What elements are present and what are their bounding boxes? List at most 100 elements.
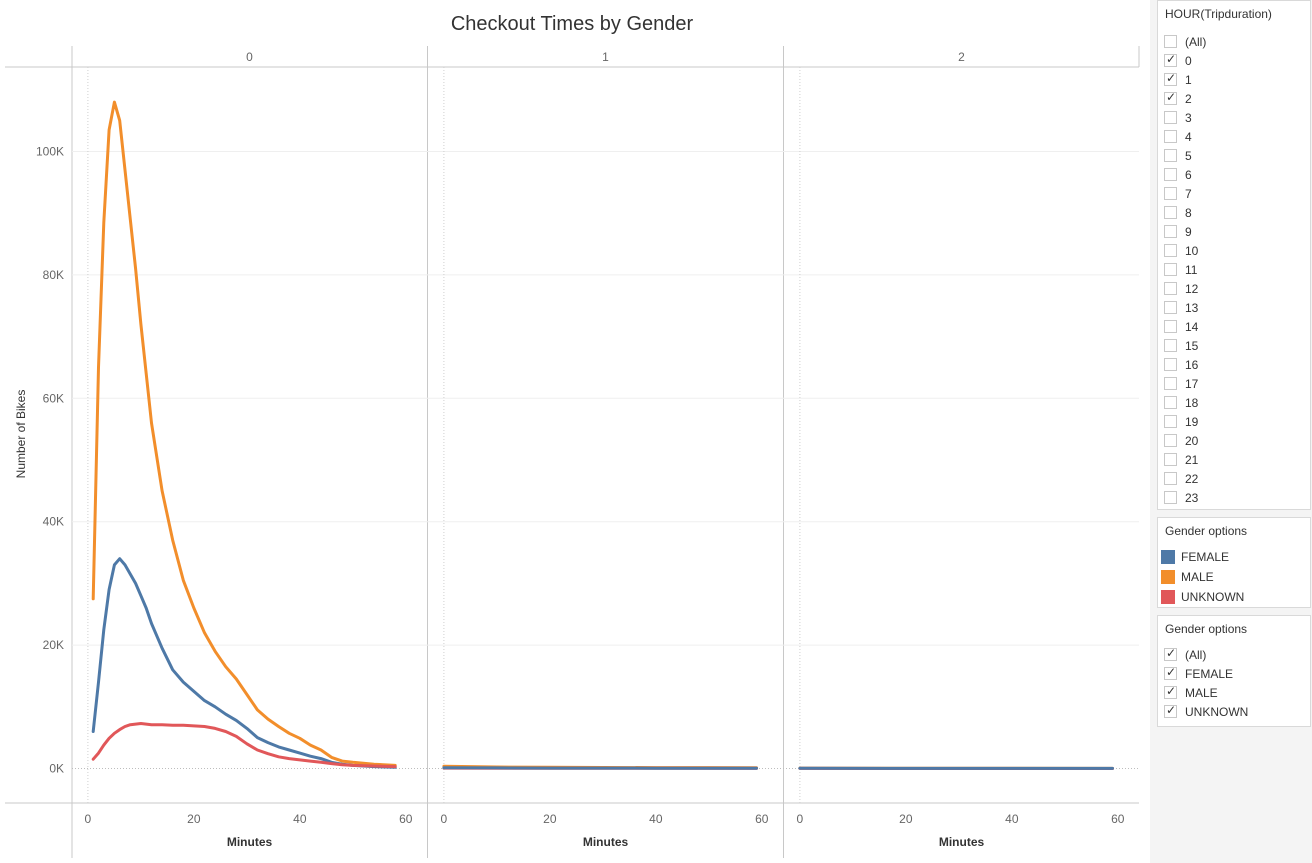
checkbox-unchecked[interactable] bbox=[1164, 415, 1177, 428]
hour-filter-option[interactable]: 0 bbox=[1158, 51, 1310, 70]
hour-filter-option[interactable]: 8 bbox=[1158, 203, 1310, 222]
hour-filter-option-label: 15 bbox=[1185, 338, 1199, 353]
series-line-female-panel-0[interactable] bbox=[91, 557, 397, 769]
hour-filter-option[interactable]: 15 bbox=[1158, 336, 1310, 355]
hour-filter-option[interactable]: 4 bbox=[1158, 127, 1310, 146]
hour-filter-option[interactable]: 11 bbox=[1158, 260, 1310, 279]
checkbox-checked[interactable] bbox=[1164, 703, 1177, 718]
hour-filter-option-label: 11 bbox=[1185, 262, 1198, 277]
hour-filter-option[interactable]: 1 bbox=[1158, 70, 1310, 89]
checkbox-checked[interactable] bbox=[1164, 665, 1177, 680]
checkbox-unchecked[interactable] bbox=[1164, 244, 1177, 257]
hour-filter-option[interactable]: 17 bbox=[1158, 374, 1310, 393]
hour-filter-option-label: (All) bbox=[1185, 34, 1207, 49]
hour-filter-option-label: 5 bbox=[1185, 148, 1192, 163]
legend-item[interactable]: FEMALE bbox=[1158, 547, 1310, 567]
x-tick-label: 20 bbox=[899, 812, 913, 826]
hour-filter-option[interactable]: 12 bbox=[1158, 279, 1310, 298]
gender-legend-card: Gender options FEMALE MALE UNKNOWN bbox=[1157, 517, 1311, 608]
x-axes: 0 20 40 60 Minutes 0 20 40 60 Minutes 0 20 40 60 Minut… bbox=[85, 812, 1125, 849]
hour-filter-option[interactable]: (All) bbox=[1158, 32, 1310, 51]
x-tick-label: 40 bbox=[649, 812, 663, 826]
legend-swatch bbox=[1161, 570, 1175, 584]
x-tick-label: 0 bbox=[797, 812, 804, 826]
panel-header: 2 bbox=[958, 50, 965, 64]
x-tick-label: 60 bbox=[1111, 812, 1125, 826]
legend-label: UNKNOWN bbox=[1181, 590, 1245, 604]
hour-filter-option-label: 14 bbox=[1185, 319, 1199, 334]
panel-header: 1 bbox=[602, 50, 609, 64]
x-tick-label: 20 bbox=[187, 812, 201, 826]
hour-filter-option[interactable]: 22 bbox=[1158, 469, 1310, 488]
hour-filter-option[interactable]: 19 bbox=[1158, 412, 1310, 431]
checkbox-unchecked[interactable] bbox=[1164, 149, 1177, 162]
hour-filter-option-label: 8 bbox=[1185, 205, 1192, 220]
legend-item[interactable]: MALE bbox=[1158, 567, 1310, 587]
checkbox-unchecked[interactable] bbox=[1164, 377, 1177, 390]
gender-filter-option[interactable]: (All) bbox=[1158, 645, 1310, 664]
y-tick-label: 80K bbox=[43, 268, 64, 282]
legend-item[interactable]: UNKNOWN bbox=[1158, 587, 1310, 607]
legend-swatch bbox=[1161, 590, 1175, 604]
x-tick-label: 40 bbox=[1005, 812, 1019, 826]
checkbox-unchecked[interactable] bbox=[1164, 168, 1177, 181]
hour-filter-option[interactable]: 16 bbox=[1158, 355, 1310, 374]
gender-filter-list: (All) FEMALE MALE UNKNOWN bbox=[1158, 642, 1310, 721]
y-tick-label: 20K bbox=[43, 638, 64, 652]
hour-filter-option-label: 9 bbox=[1185, 224, 1192, 239]
checkbox-checked[interactable] bbox=[1164, 646, 1177, 661]
filter-sidebar: HOUR(Tripduration) (All)0123456789101112… bbox=[1150, 0, 1312, 863]
y-axis: 0K 20K 40K 60K 80K 100K bbox=[36, 145, 64, 776]
checkbox-unchecked[interactable] bbox=[1164, 491, 1177, 504]
gender-filter-option[interactable]: MALE bbox=[1158, 683, 1310, 702]
y-tick-label: 60K bbox=[43, 391, 64, 405]
checkbox-unchecked[interactable] bbox=[1164, 320, 1177, 333]
legend-label: FEMALE bbox=[1181, 550, 1230, 564]
checkbox-unchecked[interactable] bbox=[1164, 339, 1177, 352]
hour-filter-option-label: 23 bbox=[1185, 490, 1199, 505]
checkbox-checked[interactable] bbox=[1164, 71, 1177, 86]
hour-filter-option-label: 3 bbox=[1185, 110, 1192, 125]
checkbox-unchecked[interactable] bbox=[1164, 472, 1177, 485]
gender-filter-card: Gender options (All) FEMALE MALE UNKNOWN bbox=[1157, 615, 1311, 727]
hour-filter-option[interactable]: 9 bbox=[1158, 222, 1310, 241]
hour-filter-option[interactable]: 10 bbox=[1158, 241, 1310, 260]
checkbox-unchecked[interactable] bbox=[1164, 225, 1177, 238]
checkbox-unchecked[interactable] bbox=[1164, 130, 1177, 143]
series-line-unknown-panel-0[interactable] bbox=[91, 722, 397, 769]
checkbox-unchecked[interactable] bbox=[1164, 282, 1177, 295]
hour-filter-option[interactable]: 23 bbox=[1158, 488, 1310, 507]
hour-filter-option[interactable]: 7 bbox=[1158, 184, 1310, 203]
checkbox-unchecked[interactable] bbox=[1164, 35, 1177, 48]
hour-filter-option[interactable]: 2 bbox=[1158, 89, 1310, 108]
hour-filter-option[interactable]: 6 bbox=[1158, 165, 1310, 184]
checkbox-unchecked[interactable] bbox=[1164, 453, 1177, 466]
checkbox-unchecked[interactable] bbox=[1164, 206, 1177, 219]
checkbox-unchecked[interactable] bbox=[1164, 111, 1177, 124]
checkbox-checked[interactable] bbox=[1164, 684, 1177, 699]
checkbox-unchecked[interactable] bbox=[1164, 396, 1177, 409]
checkbox-checked[interactable] bbox=[1164, 52, 1177, 67]
checkbox-checked[interactable] bbox=[1164, 90, 1177, 105]
x-tick-label: 60 bbox=[399, 812, 413, 826]
hour-filter-option[interactable]: 18 bbox=[1158, 393, 1310, 412]
checkbox-unchecked[interactable] bbox=[1164, 358, 1177, 371]
hour-filter-option[interactable]: 14 bbox=[1158, 317, 1310, 336]
x-tick-label: 60 bbox=[755, 812, 769, 826]
hour-filter-option[interactable]: 21 bbox=[1158, 450, 1310, 469]
hour-filter-option[interactable]: 3 bbox=[1158, 108, 1310, 127]
chart-title: Checkout Times by Gender bbox=[451, 13, 694, 35]
hour-filter-option[interactable]: 13 bbox=[1158, 298, 1310, 317]
checkbox-unchecked[interactable] bbox=[1164, 263, 1177, 276]
gender-filter-option[interactable]: FEMALE bbox=[1158, 664, 1310, 683]
hour-filter-option-label: 17 bbox=[1185, 376, 1199, 391]
checkbox-unchecked[interactable] bbox=[1164, 301, 1177, 314]
gender-filter-option[interactable]: UNKNOWN bbox=[1158, 702, 1310, 721]
hour-filter-option[interactable]: 5 bbox=[1158, 146, 1310, 165]
checkbox-unchecked[interactable] bbox=[1164, 434, 1177, 447]
hour-filter-option[interactable]: 20 bbox=[1158, 431, 1310, 450]
viz-area: Checkout Times by Gender 0K 20K 40K 60K 80K 1… bbox=[5, 13, 1140, 858]
series-line-male-panel-0[interactable] bbox=[91, 100, 397, 767]
checkbox-unchecked[interactable] bbox=[1164, 187, 1177, 200]
series-line-female-panel-1[interactable] bbox=[442, 766, 758, 770]
